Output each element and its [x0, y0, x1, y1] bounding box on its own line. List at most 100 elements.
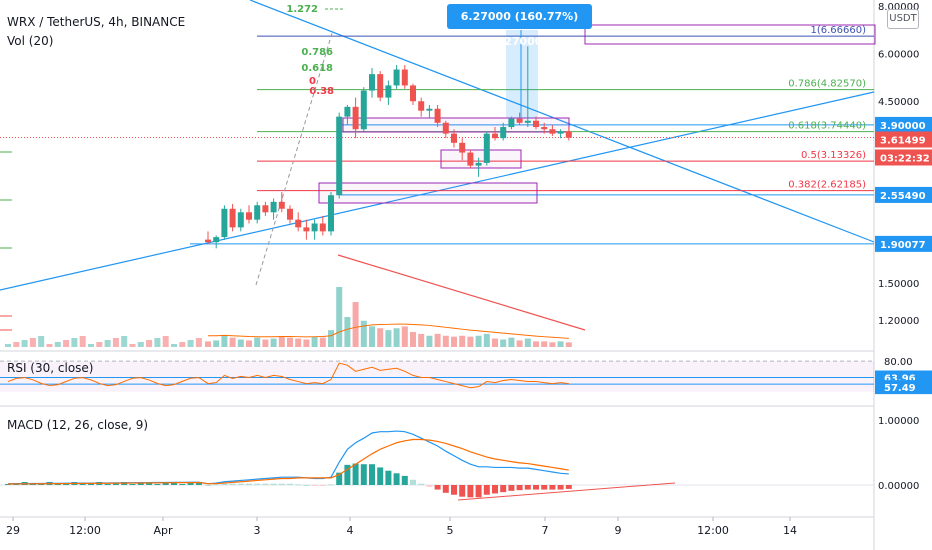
- volume-bar: [508, 337, 515, 347]
- volume-bar: [533, 341, 539, 347]
- volume-bar: [38, 336, 45, 347]
- price-tick-label: 1.50000: [878, 279, 919, 290]
- price-tag: [875, 149, 932, 166]
- volume-bar: [344, 317, 351, 347]
- candle-body: [295, 219, 302, 228]
- macd-histogram-bar: [524, 485, 531, 490]
- time-axis: 29 12:00 Apr 3 4 5 7 9 12:00 14: [6, 517, 797, 537]
- volume-bar: [137, 342, 144, 347]
- macd-histogram-bar: [221, 483, 228, 485]
- price-tag-label: 3.90000: [880, 121, 926, 132]
- candle-body: [213, 237, 220, 243]
- macd-histogram-bar: [287, 483, 293, 485]
- rsi-tag-label: 63.96: [884, 374, 916, 385]
- macd-histogram-bar: [393, 473, 400, 485]
- fib-stem-line: [255, 29, 334, 286]
- fib-label-left: 0.38: [309, 86, 334, 97]
- macd-histogram-bar: [311, 485, 318, 486]
- candle-body: [475, 162, 482, 166]
- range-box: [318, 182, 538, 204]
- macd-histogram-bar: [129, 484, 136, 485]
- price-tick-label: 8.00000: [878, 2, 919, 13]
- time-tick-label: Apr: [153, 524, 173, 537]
- candle-body: [344, 106, 351, 117]
- rsi-tag-label: 57.49: [884, 383, 916, 394]
- volume-bar: [541, 341, 548, 347]
- candle-body: [500, 127, 507, 139]
- volume-bar: [500, 339, 507, 347]
- volume-bar: [187, 340, 194, 347]
- volume-bar: [303, 339, 310, 347]
- candle-body: [319, 223, 326, 232]
- measure-label: 6.27000 (160.77%) 627000: [447, 4, 592, 48]
- macd-histogram-bar: [377, 467, 384, 485]
- candle-body: [254, 205, 261, 220]
- time-tick-label: 9: [615, 524, 622, 537]
- macd-histogram-bar: [475, 485, 482, 498]
- price-tag: [875, 235, 932, 252]
- volume-bar: [483, 333, 490, 347]
- time-tick-label: 12:00: [69, 524, 101, 537]
- volume-bar: [524, 338, 531, 347]
- candle-body: [377, 74, 384, 98]
- measure-highlight: [506, 30, 538, 118]
- macd-histogram-bar: [565, 485, 572, 489]
- candle-body: [410, 85, 416, 102]
- volume-bar: [352, 302, 359, 347]
- volume-bar: [393, 328, 400, 347]
- rsi-indicator-label[interactable]: RSI (30, close): [7, 361, 94, 375]
- candle-body: [360, 90, 367, 130]
- volume-bar: [221, 335, 228, 347]
- currency-button[interactable]: USDT: [887, 9, 919, 29]
- macd-histogram-bar: [254, 483, 261, 485]
- volume-bar: [475, 335, 482, 347]
- volume-bar: [328, 330, 334, 347]
- volume-bar: [385, 330, 392, 347]
- macd-histogram-bar: [549, 485, 556, 490]
- candle-body: [401, 69, 408, 86]
- rsi-pane: [0, 360, 874, 392]
- macd-histogram-bar: [213, 484, 220, 486]
- time-tick-label: 12:00: [697, 524, 729, 537]
- candle-body: [541, 127, 548, 130]
- macd-histogram-bar: [336, 472, 343, 485]
- volume-bar: [516, 340, 523, 347]
- symbol-title[interactable]: WRX / TetherUS, 4h, BINANCE: [7, 15, 186, 29]
- candle-body: [549, 129, 556, 134]
- macd-histogram-bar: [54, 484, 61, 485]
- macd-histogram-bar: [483, 485, 490, 495]
- candle-body: [328, 195, 334, 232]
- volume-bar: [467, 336, 474, 347]
- macd-indicator-label[interactable]: MACD (12, 26, close, 9): [7, 418, 149, 432]
- candle-body: [205, 239, 211, 243]
- macd-histogram-bar: [205, 485, 211, 486]
- volume-bar: [154, 338, 161, 347]
- fib-level-label: 0.786(4.82570): [788, 79, 866, 90]
- time-tick-label: 4: [347, 524, 354, 537]
- macd-pane: [0, 430, 874, 501]
- macd-histogram-bar: [303, 485, 310, 486]
- candle-body: [393, 69, 400, 86]
- price-axis: 8.00000 6.00000 4.50000 1.50000 1.20000 3.900…: [875, 2, 932, 492]
- macd-histogram-bar: [516, 485, 523, 491]
- volume-bar: [311, 336, 318, 347]
- range-box: [584, 24, 876, 45]
- volume-indicator-label[interactable]: Vol (20): [7, 34, 54, 48]
- volume-bar: [237, 339, 244, 347]
- volume-bar: [96, 342, 103, 347]
- volume-bar: [319, 337, 326, 347]
- price-tick-label: 1.20000: [878, 316, 919, 327]
- candle-body: [557, 131, 564, 134]
- candle-body: [492, 133, 498, 139]
- macd-tick-label: 0.00000: [878, 481, 919, 492]
- candle-body: [278, 201, 285, 209]
- candle-body: [311, 223, 318, 232]
- signal-line: [7, 438, 569, 485]
- volume-bar: [71, 338, 78, 347]
- macd-histogram-bar: [137, 483, 144, 485]
- macd-histogram-bar: [344, 464, 351, 485]
- macd-histogram-bar: [360, 464, 367, 485]
- macd-histogram-bar: [295, 484, 302, 486]
- volume-bar: [426, 335, 433, 347]
